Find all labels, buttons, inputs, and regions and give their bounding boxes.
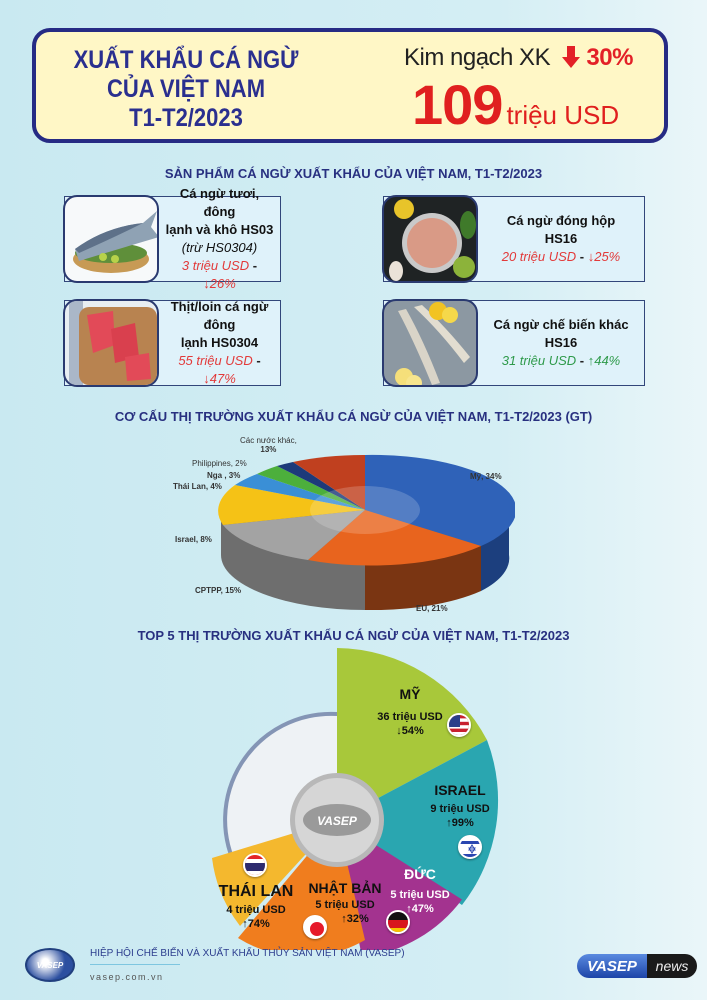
products-section-title: SẢN PHẨM CÁ NGỪ XUẤT KHẨU CỦA VIỆT NAM, … — [164, 166, 543, 181]
market-section-title: CƠ CẤU THỊ TRƯỜNG XUẤT KHẨU CÁ NGỪ CỦA V… — [114, 409, 593, 424]
pie-label-my: Mỹ, 34% — [470, 472, 502, 481]
tuna-loin-image — [63, 299, 159, 387]
product-code: HS16 — [544, 231, 578, 246]
vasep-news-left: VASEP — [577, 954, 647, 978]
market-share-pie-chart — [218, 454, 515, 610]
vasep-news-right: news — [647, 954, 697, 978]
market-name: ĐỨC — [404, 866, 436, 882]
market-duc: ĐỨC 5 triệu USD ↑47% — [378, 866, 462, 916]
pie-label-philippines: Philippines, 2% — [192, 459, 247, 468]
top5-radial-chart: VASEP — [212, 648, 499, 950]
total-value-unit: triệu USD — [506, 100, 620, 130]
market-value: 4 triệu USD — [226, 904, 286, 916]
svg-text:VASEP: VASEP — [317, 814, 358, 828]
total-value-number: 109 — [412, 73, 503, 136]
market-name: ISRAEL — [434, 782, 486, 798]
product-name: Cá ngừ đóng hộp — [506, 213, 616, 228]
export-value-label: Kim ngạch XK 30% — [404, 44, 633, 72]
title-line-1: XUẤT KHẨU CÁ NGỪ — [73, 46, 299, 74]
product-change: ↓26% — [203, 276, 236, 291]
top5-section-title: TOP 5 THỊ TRƯỜNG XUẤT KHẨU CÁ NGỪ CỦA VI… — [137, 628, 570, 643]
usa-flag-icon — [447, 713, 471, 737]
pie-label-other: Các nước khác, 13% — [240, 436, 297, 454]
canned-tuna-image — [382, 195, 478, 283]
product-name: Cá ngừ tươi, đông — [179, 186, 260, 219]
vasep-logo-text: VASEP — [36, 960, 64, 970]
market-change: ↑99% — [446, 817, 474, 829]
page-title: XUẤT KHẨU CÁ NGỪ CỦA VIỆT NAM T1-T2/2023 — [66, 46, 305, 133]
japan-flag-icon — [303, 915, 327, 939]
product-card-tuna-loin: Thịt/loin cá ngừ đông lạnh HS0304 55 tri… — [63, 299, 281, 387]
market-change: ↑47% — [406, 903, 434, 915]
product-card-fresh-tuna: Cá ngừ tươi, đông lạnh và khô HS03 (trừ … — [63, 186, 281, 291]
footer-divider — [90, 964, 180, 965]
product-code: HS16 — [544, 335, 578, 350]
pie-label-nga: Nga , 3% — [207, 471, 241, 480]
market-value: 5 triệu USD — [390, 889, 450, 901]
footer-url[interactable]: vasep.com.vn — [90, 972, 164, 982]
vasep-logo: VASEP — [25, 948, 75, 982]
market-name: THÁI LAN — [218, 883, 294, 900]
germany-flag-icon — [386, 910, 410, 934]
separator: - — [249, 258, 258, 273]
market-value: 5 triệu USD — [315, 899, 375, 911]
israel-flag-icon — [458, 835, 482, 859]
change-percent: 30% — [586, 44, 633, 71]
market-nhat-ban: NHẬT BẢN 5 triệu USD ↑32% — [300, 880, 390, 926]
product-card-processed-tuna: Cá ngừ chế biến khác HS16 31 triệu USD -… — [382, 299, 645, 387]
market-my: MỸ 36 triệu USD ↓54% — [370, 686, 450, 738]
market-change: ↓54% — [396, 725, 424, 737]
product-note: (trừ HS0304) — [181, 240, 258, 255]
total-export-value: 109 triệu USD — [412, 72, 619, 137]
product-change: ↑44% — [587, 353, 621, 368]
product-change: ↓47% — [203, 371, 236, 386]
kim-ngach-text: Kim ngạch XK — [404, 44, 551, 71]
header-banner: XUẤT KHẨU CÁ NGỪ CỦA VIỆT NAM T1-T2/2023… — [32, 28, 668, 143]
separator: - — [252, 353, 261, 368]
product-value: 55 triệu USD — [178, 353, 253, 368]
market-name: MỸ — [399, 686, 421, 702]
pie-label-israel: Israel, 8% — [175, 535, 212, 544]
pie-label-cptpp: CPTPP, 15% — [195, 586, 242, 595]
market-value: 36 triệu USD — [377, 711, 443, 723]
product-code: lạnh và khô HS03 — [165, 222, 274, 237]
vasep-center-logo — [303, 804, 371, 836]
product-name: Thịt/loin cá ngừ đông — [170, 299, 269, 332]
separator: - — [576, 353, 588, 368]
market-name: NHẬT BẢN — [308, 880, 382, 896]
pie-label-thailan: Thái Lan, 4% — [173, 482, 222, 491]
vasep-news-badge[interactable]: VASEP news — [577, 954, 697, 978]
product-value: 3 triệu USD — [181, 258, 250, 273]
market-israel: ISRAEL 9 triệu USD ↑99% — [410, 782, 510, 830]
market-change: ↑32% — [341, 913, 369, 925]
title-line-2: CỦA VIỆT NAM — [106, 75, 266, 103]
fresh-tuna-image — [63, 195, 159, 283]
processed-tuna-image — [382, 299, 478, 387]
thailand-flag-icon — [243, 853, 267, 877]
product-card-canned-tuna: Cá ngừ đóng hộp HS16 20 triệu USD - ↓25% — [382, 195, 645, 283]
product-change: ↓25% — [587, 249, 621, 264]
title-line-3: T1-T2/2023 — [129, 104, 243, 132]
product-value: 31 triệu USD — [501, 353, 577, 368]
product-code: lạnh HS0304 — [180, 335, 259, 350]
down-arrow-icon — [562, 46, 581, 68]
vasep-watermark — [310, 486, 420, 534]
footer-org-name: HIỆP HỘI CHẾ BIẾN VÀ XUẤT KHẨU THỦY SẢN … — [90, 948, 405, 959]
market-change: ↑74% — [242, 918, 270, 930]
market-value: 9 triệu USD — [430, 803, 490, 815]
separator: - — [576, 249, 588, 264]
product-value: 20 triệu USD — [501, 249, 577, 264]
product-name: Cá ngừ chế biến khác — [493, 317, 629, 332]
pie-label-eu: EU, 21% — [416, 604, 448, 613]
market-thai-lan: THÁI LAN 4 triệu USD ↑74% — [210, 883, 302, 931]
